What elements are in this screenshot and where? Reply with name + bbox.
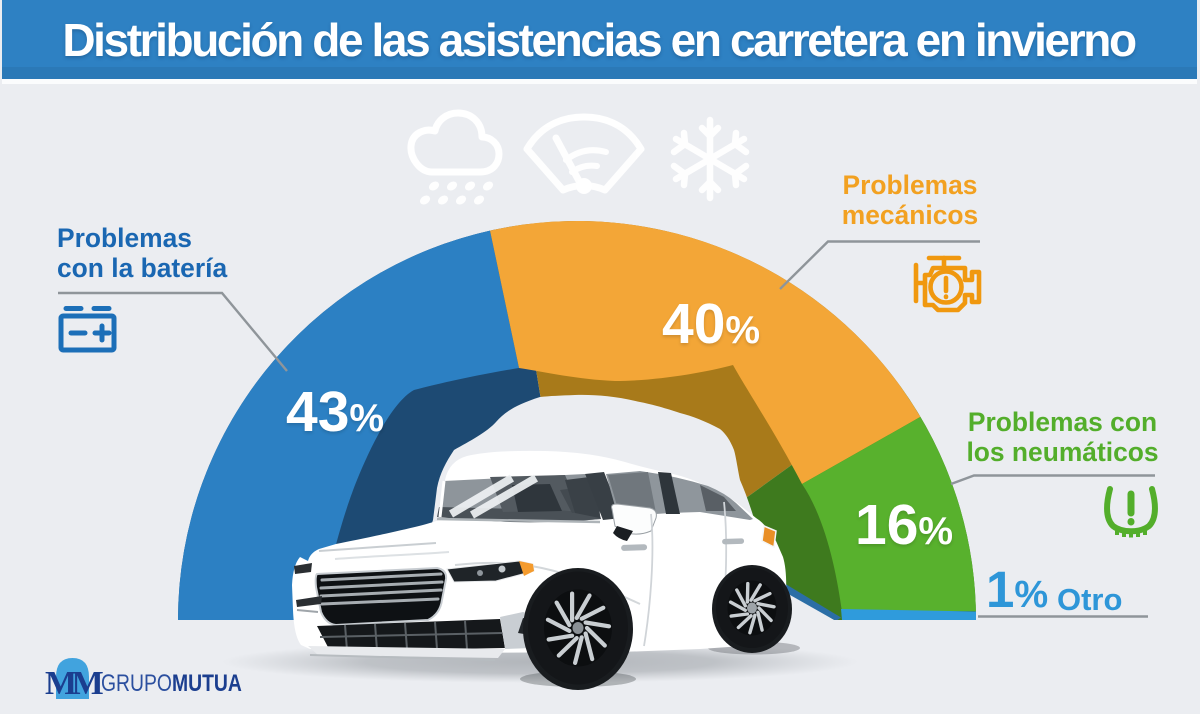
- svg-text:MM: MM: [45, 665, 104, 702]
